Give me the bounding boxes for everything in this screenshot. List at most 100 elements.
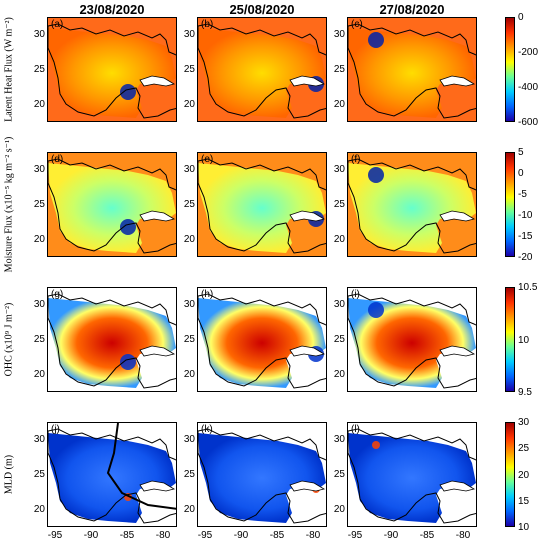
map-field bbox=[348, 153, 476, 256]
map-field bbox=[198, 18, 326, 121]
xtick-label: -80 bbox=[155, 530, 171, 541]
ytick-label: 20 bbox=[183, 99, 195, 110]
xtick-label: -85 bbox=[419, 530, 435, 541]
ytick-label: 25 bbox=[33, 64, 45, 75]
row-ylabel-lhf: Latent Heat Flux (W m⁻²) bbox=[3, 16, 15, 122]
colorbar-tick: 10 bbox=[518, 334, 530, 346]
panel-label: (g) bbox=[51, 289, 64, 300]
ytick-label: 30 bbox=[183, 29, 195, 40]
map-panel-ohc-1: (g) bbox=[47, 287, 177, 392]
map-field bbox=[48, 153, 176, 256]
ytick-label: 25 bbox=[33, 199, 45, 210]
panel-label: (k) bbox=[201, 424, 213, 435]
map-panel-ohc-3: (i) bbox=[347, 287, 477, 392]
ytick-label: 30 bbox=[333, 299, 345, 310]
colorbar-mf bbox=[505, 152, 515, 257]
panel-label: (d) bbox=[51, 154, 64, 165]
ytick-label: 30 bbox=[333, 29, 345, 40]
colorbar-tick: 10.5 bbox=[518, 282, 538, 293]
colorbar-tick: 0 bbox=[518, 168, 524, 179]
map-panel-mf-3: (f) bbox=[347, 152, 477, 257]
map-panel-mld-1: (j) bbox=[47, 422, 177, 527]
row-ylabel-mld: MLD (m) bbox=[3, 454, 15, 494]
ytick-label: 25 bbox=[333, 469, 345, 480]
ytick-label: 25 bbox=[183, 64, 195, 75]
ytick-label: 25 bbox=[333, 199, 345, 210]
column-title-2: 25/08/2020 bbox=[229, 2, 295, 17]
ytick-label: 30 bbox=[33, 434, 45, 445]
ytick-label: 20 bbox=[333, 99, 345, 110]
panel-label: (h) bbox=[201, 289, 214, 300]
colorbar-tick: 15 bbox=[518, 495, 530, 507]
column-title-1: 23/08/2020 bbox=[79, 2, 145, 17]
ytick-label: 20 bbox=[33, 99, 45, 110]
panel-label: (c) bbox=[351, 19, 363, 30]
panel-label: (f) bbox=[351, 154, 361, 165]
xtick-label: -85 bbox=[119, 530, 135, 541]
panel-label: (a) bbox=[51, 19, 64, 30]
panel-label: (l) bbox=[351, 424, 360, 435]
colorbar-tick: 25 bbox=[518, 443, 530, 455]
colorbar-tick: -400 bbox=[518, 82, 539, 93]
map-field bbox=[198, 423, 326, 526]
xtick-label: -90 bbox=[233, 530, 249, 541]
map-panel-mf-1: (d) bbox=[47, 152, 177, 257]
colorbar-lhf bbox=[505, 17, 515, 122]
map-field bbox=[348, 18, 476, 121]
colorbar-tick: 0 bbox=[518, 12, 524, 23]
map-field bbox=[198, 288, 326, 391]
map-panel-lhf-1: (a) bbox=[47, 17, 177, 122]
xtick-label: -90 bbox=[83, 530, 99, 541]
ytick-label: 20 bbox=[33, 369, 45, 380]
xtick-label: -95 bbox=[197, 530, 213, 541]
colorbar-tick: -20 bbox=[518, 252, 533, 263]
ytick-label: 20 bbox=[333, 234, 345, 245]
map-panel-ohc-2: (h) bbox=[197, 287, 327, 392]
colorbar-tick: 10 bbox=[518, 522, 530, 533]
xtick-label: -90 bbox=[383, 530, 399, 541]
row-ylabel-ohc: OHC (x10⁹ J m⁻²) bbox=[3, 302, 15, 376]
map-panel-lhf-2: (b) bbox=[197, 17, 327, 122]
map-field bbox=[348, 423, 476, 526]
map-field bbox=[198, 153, 326, 256]
ytick-label: 30 bbox=[333, 164, 345, 175]
ytick-label: 20 bbox=[183, 504, 195, 515]
map-panel-lhf-3: (c) bbox=[347, 17, 477, 122]
map-field bbox=[348, 288, 476, 391]
ytick-label: 20 bbox=[33, 504, 45, 515]
panel-label: (j) bbox=[51, 424, 60, 435]
ytick-label: 20 bbox=[333, 369, 345, 380]
ytick-label: 25 bbox=[33, 469, 45, 480]
colorbar-ohc bbox=[505, 287, 515, 392]
ytick-label: 20 bbox=[333, 504, 345, 515]
hurricane-track bbox=[106, 423, 176, 510]
ytick-label: 25 bbox=[183, 334, 195, 345]
colorbar-tick: -5 bbox=[518, 189, 527, 200]
colorbar-tick: 20 bbox=[518, 469, 530, 481]
ytick-label: 30 bbox=[333, 434, 345, 445]
ytick-label: 30 bbox=[183, 434, 195, 445]
ytick-label: 25 bbox=[183, 469, 195, 480]
ytick-label: 20 bbox=[33, 234, 45, 245]
map-field bbox=[48, 18, 176, 121]
ytick-label: 30 bbox=[183, 299, 195, 310]
ytick-label: 20 bbox=[183, 234, 195, 245]
panel-label: (i) bbox=[351, 289, 360, 300]
ytick-label: 25 bbox=[333, 334, 345, 345]
map-field bbox=[48, 288, 176, 391]
map-panel-mld-2: (k) bbox=[197, 422, 327, 527]
ytick-label: 30 bbox=[183, 164, 195, 175]
panel-label: (b) bbox=[201, 19, 214, 30]
map-panel-mld-3: (l) bbox=[347, 422, 477, 527]
map-field bbox=[48, 423, 176, 526]
xtick-label: -95 bbox=[347, 530, 363, 541]
colorbar-tick: -15 bbox=[518, 231, 533, 242]
panel-label: (e) bbox=[201, 154, 214, 165]
row-ylabel-mf: Moisture Flux (x10⁻⁵ kg m⁻² s⁻¹) bbox=[3, 136, 15, 272]
map-panel-mf-2: (e) bbox=[197, 152, 327, 257]
xtick-label: -85 bbox=[269, 530, 285, 541]
xtick-label: -80 bbox=[305, 530, 321, 541]
colorbar-mld bbox=[505, 422, 515, 527]
xtick-label: -80 bbox=[455, 530, 471, 541]
ytick-label: 20 bbox=[183, 369, 195, 380]
